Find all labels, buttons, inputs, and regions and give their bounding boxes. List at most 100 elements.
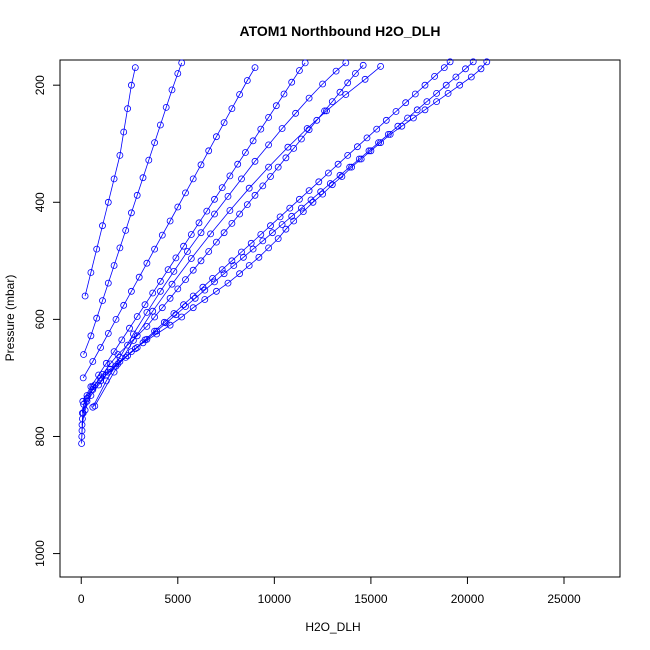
data-point <box>143 322 151 330</box>
data-point <box>133 191 141 199</box>
data-point <box>292 109 300 117</box>
data-point <box>151 245 159 253</box>
series-6 <box>79 64 259 382</box>
data-point <box>211 195 218 203</box>
data-point <box>334 160 342 168</box>
data-point <box>332 67 340 75</box>
data-point <box>102 359 110 367</box>
data-point <box>127 81 135 89</box>
data-point <box>282 154 290 162</box>
data-point <box>421 81 429 89</box>
data-point <box>336 88 344 96</box>
data-point <box>79 409 86 417</box>
data-point <box>251 64 259 71</box>
data-point <box>307 196 315 204</box>
data-point <box>166 321 174 329</box>
data-point <box>377 63 385 70</box>
data-point <box>79 374 87 382</box>
data-point <box>116 358 124 365</box>
data-point <box>251 157 259 165</box>
data-point <box>319 80 327 88</box>
y-axis: 200 400 600 800 1000 <box>33 75 61 567</box>
data-point <box>211 278 218 286</box>
data-point <box>228 219 236 227</box>
data-point <box>301 59 309 67</box>
data-point <box>174 203 182 211</box>
data-point <box>120 301 128 309</box>
data-point <box>384 130 392 138</box>
data-point <box>286 204 294 212</box>
data-point <box>305 94 313 102</box>
data-point <box>87 269 95 276</box>
data-point <box>363 134 371 142</box>
data-point <box>377 139 385 147</box>
data-point <box>110 262 118 269</box>
data-point <box>323 107 330 115</box>
data-point <box>442 81 450 89</box>
data-point <box>265 244 273 252</box>
series-5 <box>79 59 309 405</box>
data-point <box>106 360 114 368</box>
data-point <box>131 64 139 71</box>
data-point <box>182 276 189 284</box>
data-point <box>303 125 311 132</box>
data-point <box>255 253 263 261</box>
data-point <box>336 171 344 179</box>
data-point <box>129 330 137 338</box>
data-point <box>284 143 292 151</box>
data-point <box>127 287 135 295</box>
data-point <box>249 137 257 145</box>
series-line <box>81 61 451 425</box>
data-point <box>156 121 164 129</box>
data-point <box>226 172 234 180</box>
data-point <box>278 125 286 132</box>
data-point <box>257 125 265 133</box>
data-point <box>344 79 352 87</box>
data-point <box>267 222 274 230</box>
x-tick-label: 20000 <box>451 592 485 606</box>
data-point <box>257 231 265 238</box>
series-8 <box>81 64 139 300</box>
data-point <box>195 219 203 227</box>
data-point <box>348 163 356 171</box>
data-point <box>209 274 217 282</box>
data-point <box>421 106 429 114</box>
data-point <box>367 147 375 155</box>
data-point <box>178 313 186 321</box>
y-tick-label: 800 <box>33 426 47 446</box>
data-point <box>203 207 211 215</box>
data-point <box>218 266 226 274</box>
data-point <box>431 73 439 80</box>
series-line <box>82 62 306 402</box>
series-line <box>83 62 183 355</box>
data-point <box>78 440 85 447</box>
data-point <box>81 292 89 300</box>
y-tick-label: 600 <box>33 309 47 329</box>
data-point <box>228 105 236 112</box>
data-point <box>452 73 460 81</box>
data-point <box>295 195 303 203</box>
data-point <box>386 130 394 138</box>
data-point <box>351 70 359 77</box>
data-point <box>212 238 220 246</box>
data-point <box>440 64 448 71</box>
data-point <box>166 217 174 225</box>
data-point <box>234 160 242 168</box>
data-point <box>359 61 367 69</box>
data-point <box>469 58 477 66</box>
data-point <box>95 371 102 379</box>
data-point <box>143 259 151 267</box>
series-10 <box>91 63 385 410</box>
data-point <box>104 198 112 206</box>
data-point <box>328 98 336 105</box>
data-point <box>259 182 267 190</box>
data-point <box>444 90 452 97</box>
data-point <box>166 294 174 302</box>
data-point <box>241 149 249 156</box>
data-point <box>446 58 454 66</box>
data-point <box>141 336 149 344</box>
series-line <box>94 66 381 407</box>
data-point <box>268 229 276 237</box>
series-line <box>84 67 136 297</box>
